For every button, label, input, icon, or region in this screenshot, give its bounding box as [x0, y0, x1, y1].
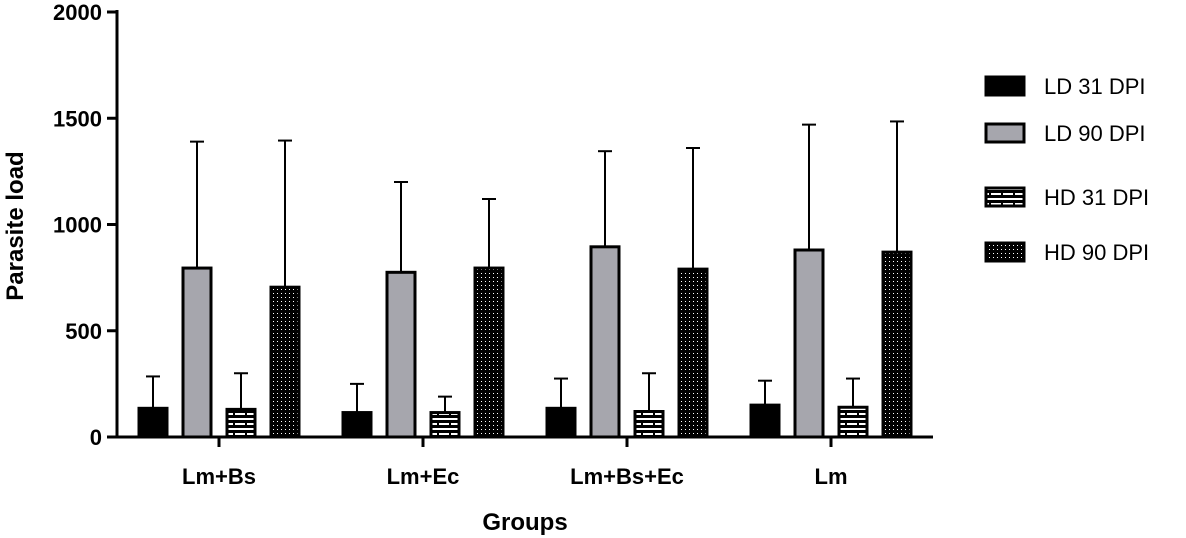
legend-label: HD 90 DPI [1044, 240, 1149, 265]
y-tick-label: 0 [90, 425, 102, 450]
bar [269, 285, 301, 439]
bar [429, 411, 461, 439]
legend-label: HD 31 DPI [1044, 185, 1149, 210]
x-tick-label: Lm+Ec [387, 464, 460, 489]
y-tick-label: 1000 [53, 213, 102, 238]
bar [793, 248, 825, 439]
plot-area: 0 500 1000 1500 2000 Lm+Bs Lm+Ec Lm+Bs+Ec Lm [53, 0, 933, 489]
x-tick-label: Lm+Bs+Ec [570, 464, 684, 489]
legend-swatch [984, 75, 1026, 97]
legend: LD 31 DPI LD 90 DPI HD 31 DPI HD 90 DPI [984, 74, 1149, 265]
bar [473, 266, 505, 439]
y-tick-label: 2000 [53, 0, 102, 25]
bar [837, 405, 869, 439]
bar [341, 411, 373, 439]
legend-label: LD 90 DPI [1044, 121, 1146, 146]
x-axis-title: Groups [482, 509, 567, 536]
bar [181, 266, 213, 439]
bar [385, 270, 417, 439]
y-axis-title: Parasite load [2, 151, 29, 300]
bar [677, 267, 709, 439]
y-tick-label: 500 [65, 319, 102, 344]
bar [881, 250, 913, 439]
y-tick-label: 1500 [53, 106, 102, 131]
legend-swatch [984, 122, 1026, 144]
legend-swatch [984, 186, 1026, 208]
bar [749, 403, 781, 439]
bar [589, 245, 621, 439]
bar [137, 406, 169, 439]
x-tick-label: Lm+Bs [182, 464, 256, 489]
legend-label: LD 31 DPI [1044, 74, 1146, 99]
bar [225, 407, 257, 439]
x-tick-label: Lm [815, 464, 848, 489]
bar [545, 406, 577, 439]
bar [633, 410, 665, 439]
legend-swatch [984, 241, 1026, 263]
